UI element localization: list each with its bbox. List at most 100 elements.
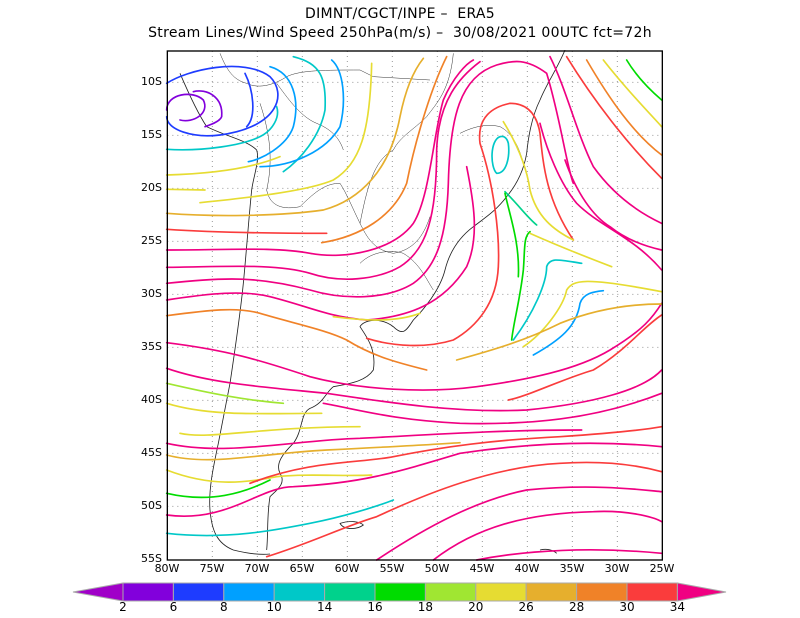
streamline: [522, 280, 663, 348]
country-borders: [219, 53, 524, 291]
lon-label: 70W: [244, 562, 270, 575]
lon-label: 40W: [514, 562, 540, 575]
streamline: [539, 122, 663, 271]
colorbar-label: 14: [316, 600, 333, 614]
streamline: [165, 155, 281, 176]
streamline: [165, 60, 575, 298]
colorbar-box: [223, 582, 275, 602]
colorbar-label: 6: [169, 600, 178, 614]
streamline: [244, 72, 254, 128]
lon-label: 55W: [379, 562, 405, 575]
colorbar-box: [273, 582, 326, 602]
streamline: [507, 314, 663, 401]
streamline: [165, 441, 461, 461]
streamline: [165, 402, 323, 415]
streamline: [512, 259, 583, 341]
lon-label: 45W: [469, 562, 495, 575]
streamline: [165, 429, 583, 450]
streamline: [165, 59, 475, 257]
streamline: [375, 486, 663, 561]
streamline: [502, 120, 575, 241]
streamline: [249, 425, 663, 485]
colorbar-label: 30: [619, 600, 635, 614]
streamline: [432, 510, 663, 561]
colorbar-under-triangle: [72, 582, 124, 602]
colorbar-label: 26: [518, 600, 534, 614]
streamlines: [165, 55, 663, 561]
streamline: [165, 442, 663, 518]
colorbar-label: 34: [669, 600, 686, 614]
streamline: [259, 59, 345, 168]
streamline: [165, 188, 206, 191]
title-line-1: DIMNT/CGCT/INPE – ERA5: [304, 6, 496, 22]
streamline-map: [165, 50, 663, 561]
streamline: [165, 93, 206, 122]
lon-label: 60W: [334, 562, 360, 575]
colorbar-box: [525, 582, 578, 602]
streamline: [165, 308, 428, 371]
streamline: [532, 289, 605, 356]
streamline: [549, 55, 663, 225]
colorbar-box: [475, 582, 527, 602]
colorbar-box: [324, 582, 376, 602]
lon-label: 75W: [199, 562, 225, 575]
lon-label: 80W: [154, 562, 180, 575]
colorbar-label: 28: [568, 600, 585, 614]
lat-label: 55S: [141, 552, 162, 565]
streamline: [565, 55, 663, 180]
streamline: [165, 469, 373, 483]
lat-label: 50S: [141, 499, 162, 512]
lat-label: 35S: [141, 340, 162, 353]
streamline: [265, 461, 663, 558]
streamline: [504, 192, 520, 278]
streamline: [165, 57, 425, 217]
lat-label: 15S: [141, 128, 162, 141]
streamline: [165, 382, 285, 405]
lat-label: 40S: [141, 393, 162, 406]
colorbar-box: [122, 582, 174, 602]
lat-label: 45S: [141, 446, 162, 459]
streamline: [322, 392, 663, 425]
lat-label: 25S: [141, 234, 162, 247]
streamline: [564, 159, 663, 251]
streamline: [165, 105, 279, 151]
colorbar-box: [626, 582, 678, 602]
streamline: [247, 65, 297, 163]
streamline: [475, 549, 663, 561]
lon-label: 25W: [649, 562, 675, 575]
streamline: [491, 135, 510, 175]
colorbar-over-triangle: [676, 582, 727, 602]
colorbar-label: 18: [417, 600, 434, 614]
lon-label: 65W: [289, 562, 315, 575]
lon-label: 50W: [424, 562, 450, 575]
streamline: [179, 425, 361, 437]
streamline: [510, 230, 531, 341]
streamline: [455, 303, 663, 361]
colorbar-label: 2: [119, 600, 127, 614]
streamline: [165, 479, 271, 499]
streamline: [165, 367, 663, 412]
coastline: [179, 50, 566, 555]
colorbar-label: 20: [468, 600, 484, 614]
lat-label: 10S: [141, 75, 162, 88]
streamline: [199, 62, 373, 204]
streamline: [602, 59, 663, 128]
streamline: [192, 90, 223, 128]
streamline: [165, 302, 663, 391]
streamline: [504, 190, 538, 226]
streamline: [529, 232, 613, 268]
lat-label: 20S: [141, 181, 162, 194]
streamline: [165, 228, 328, 235]
lat-label: 30S: [141, 287, 162, 300]
streamline: [332, 312, 421, 321]
streamline: [165, 65, 279, 137]
map-frame: [166, 50, 663, 561]
streamline: [165, 60, 481, 280]
colorbar-box: [172, 582, 225, 602]
colorbar-box: [424, 582, 477, 602]
colorbar-label: 10: [266, 600, 282, 614]
colorbar-box: [576, 582, 628, 602]
streamline: [282, 55, 327, 173]
streamline: [165, 499, 395, 537]
colorbar-box: [374, 582, 426, 602]
